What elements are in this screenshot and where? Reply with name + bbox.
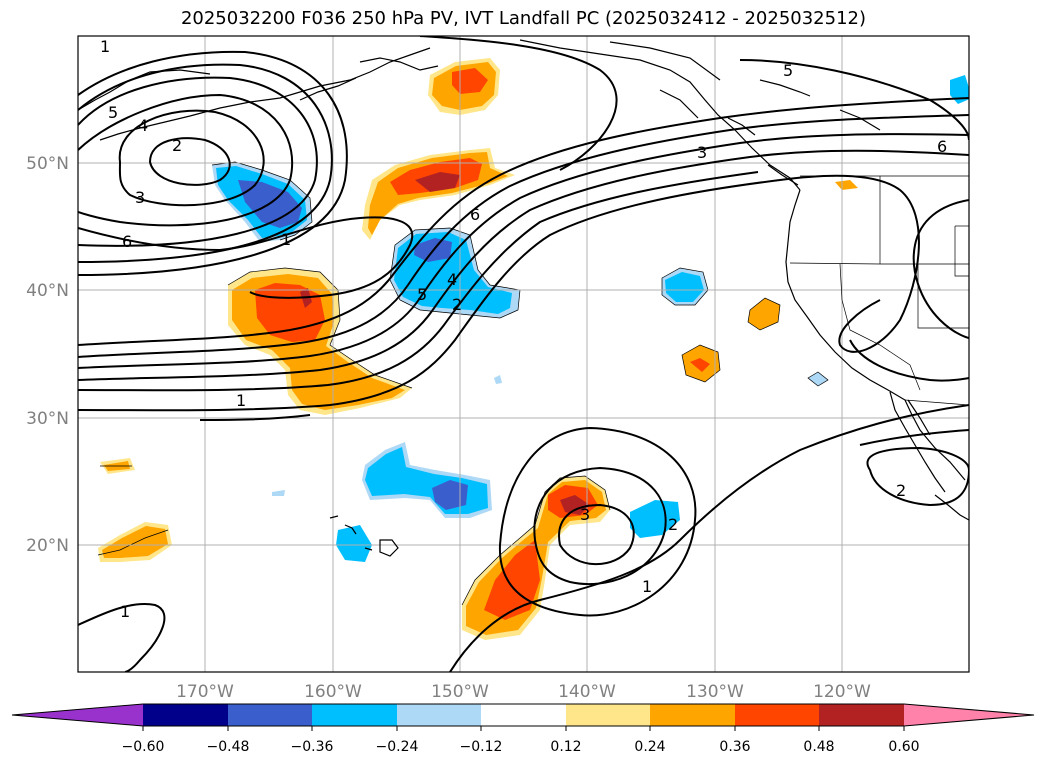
lat-tick-label: 50°N [26, 154, 69, 174]
colorbar-tick-label: 0.36 [719, 739, 750, 755]
colorbar: −0.60 −0.48 −0.36 −0.24 −0.12 0.12 0.24 … [11, 703, 1035, 755]
contour-label: 1 [100, 37, 110, 56]
contour-labels: 2 3 4 5 6 1 1 2 4 5 6 1 3 3 2 1 1 5 6 2 [100, 37, 947, 621]
lat-tick-labels: 20°N 30°N 40°N 50°N [26, 154, 69, 556]
colorbar-tick-label: −0.60 [122, 739, 165, 755]
contour-label: 2 [668, 515, 678, 534]
colorbar-segment [143, 704, 228, 726]
colorbar-segment [650, 704, 735, 726]
colorbar-segment [566, 704, 650, 726]
contour-label: 6 [470, 205, 480, 224]
colorbar-tick-label: 0.60 [888, 739, 919, 755]
colorbar-segment [312, 704, 397, 726]
colorbar-segment [397, 704, 481, 726]
contour-label: 3 [135, 188, 145, 207]
colorbar-tick-label: −0.48 [207, 739, 250, 755]
lon-tick-labels: 170°W 160°W 150°W 140°W 130°W 120°W [176, 682, 871, 702]
colorbar-extend-low [12, 704, 143, 726]
colorbar-tick-label: 0.48 [803, 739, 834, 755]
contour-label: 2 [452, 295, 462, 314]
contour-label: 5 [783, 61, 793, 80]
lat-tick-label: 20°N [26, 536, 69, 556]
colorbar-tickmarks [142, 726, 905, 731]
colorbar-tick-label: 0.24 [634, 739, 665, 755]
lon-tick-label: 120°W [813, 682, 871, 702]
colorbar-segment [228, 704, 312, 726]
contour-label: 2 [896, 481, 906, 500]
plot-title: 2025032200 F036 250 hPa PV, IVT Landfall… [180, 8, 867, 29]
contour-label: 1 [120, 602, 130, 621]
colorbar-tick-label: −0.24 [376, 739, 419, 755]
map-border [77, 35, 970, 673]
colorbar-segment [735, 704, 819, 726]
contour-label: 4 [447, 270, 457, 289]
contour-label: 3 [697, 143, 707, 162]
lon-tick-label: 160°W [304, 682, 362, 702]
contour-label: 4 [138, 116, 148, 135]
lon-tick-label: 150°W [431, 682, 489, 702]
colorbar-tick-label: 0.12 [550, 739, 581, 755]
colorbar-tick-label: −0.12 [460, 739, 503, 755]
contour-label: 5 [417, 285, 427, 304]
colorbar-tick-labels: −0.60 −0.48 −0.36 −0.24 −0.12 0.12 0.24 … [122, 739, 920, 755]
contour-label: 2 [172, 136, 182, 155]
contour-label: 1 [281, 230, 291, 249]
anomaly-outlines [97, 161, 829, 606]
contour-label: 1 [642, 577, 652, 596]
lon-tick-label: 130°W [686, 682, 744, 702]
contour-label: 3 [580, 505, 590, 524]
map-content: 2 3 4 5 6 1 1 2 4 5 6 1 3 3 2 1 1 5 6 2 [78, 36, 969, 672]
lat-tick-label: 40°N [26, 281, 69, 301]
colorbar-segment [481, 704, 566, 726]
contour-label: 1 [236, 391, 246, 410]
contour-label: 6 [937, 137, 947, 156]
lon-tick-label: 140°W [558, 682, 616, 702]
gridlines [78, 36, 969, 672]
contour-label: 5 [108, 103, 118, 122]
colorbar-extend-high [904, 704, 1034, 726]
contour-label: 6 [122, 232, 132, 251]
colorbar-segment [819, 704, 904, 726]
colorbar-tick-label: −0.36 [291, 739, 334, 755]
lon-tick-label: 170°W [176, 682, 234, 702]
lat-tick-label: 30°N [26, 409, 69, 429]
